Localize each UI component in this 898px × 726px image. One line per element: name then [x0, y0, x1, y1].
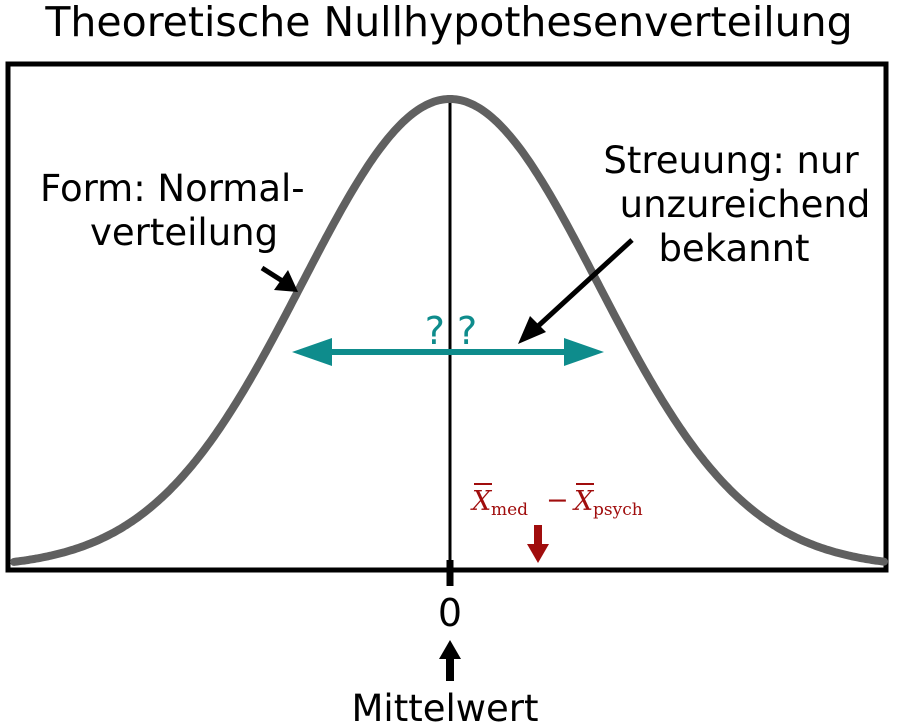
zero-tick-label: 0 — [438, 591, 462, 635]
form-label-line1: Form: Normal- — [40, 167, 305, 210]
svg-text:psych: psych — [593, 500, 643, 520]
svg-text:med: med — [491, 500, 528, 520]
spread-double-arrow — [292, 338, 604, 366]
spread-label-line1: Streuung: nur — [603, 139, 859, 182]
svg-text:−: − — [546, 485, 569, 516]
svg-text:X: X — [572, 486, 595, 517]
spread-arrowhead-left — [292, 338, 332, 366]
normal-curve — [10, 95, 888, 566]
mean-up-arrow — [439, 640, 461, 681]
observed-value-arrow — [527, 525, 549, 563]
spread-pointer-arrow — [518, 238, 634, 344]
spread-label-line3: bekannt — [658, 227, 809, 270]
spread-unknown-label: ? ? — [425, 309, 477, 353]
mean-label: Mittelwert — [351, 687, 538, 726]
observed-difference-label: X med − X psych — [470, 483, 643, 520]
page-title: Theoretische Nullhypothesenverteilung — [44, 0, 852, 46]
form-pointer-arrow — [260, 265, 298, 292]
spread-label-line2: unzureichend — [620, 183, 871, 226]
form-label-line2: verteilung — [90, 211, 278, 254]
spread-arrowhead-right — [564, 338, 604, 366]
svg-text:X: X — [470, 486, 493, 517]
